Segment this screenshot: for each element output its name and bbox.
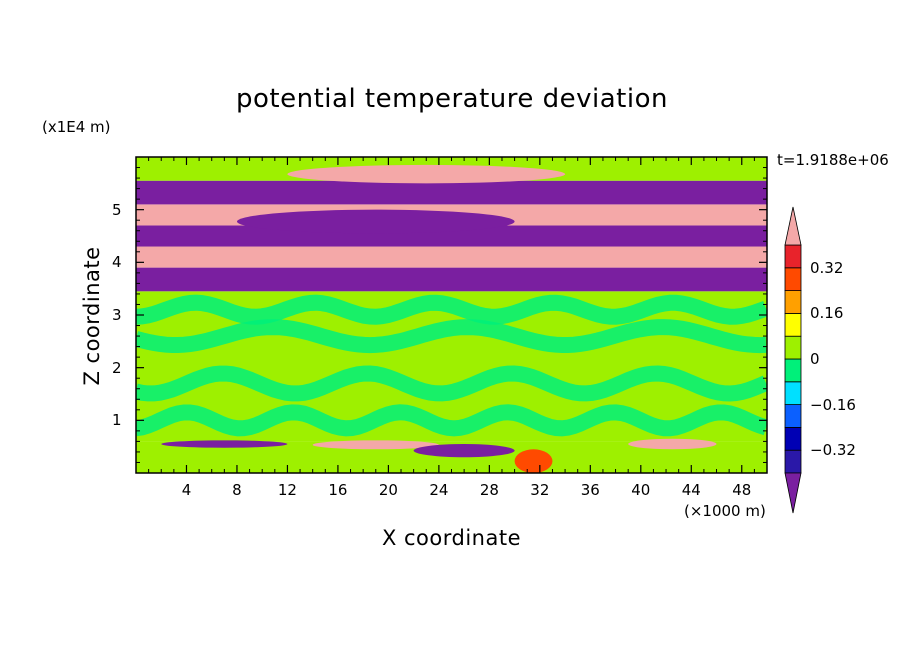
colorbar-segment xyxy=(784,335,802,360)
colorbar-label: −0.32 xyxy=(810,441,856,460)
x-tick-label: 28 xyxy=(479,481,499,499)
colorbar-segment xyxy=(784,381,802,405)
colorbar-label: 0.16 xyxy=(810,304,844,323)
colorbar-segment xyxy=(784,358,802,383)
field-feature-4 xyxy=(628,438,717,450)
field-texture-2 xyxy=(136,319,767,354)
y-tick-label: 4 xyxy=(112,253,122,272)
field-band-2 xyxy=(136,267,767,292)
field-band-6 xyxy=(136,180,767,205)
x-axis-unit: (×1000 m) xyxy=(684,502,766,520)
field-band-3 xyxy=(136,246,767,268)
field-feature-2 xyxy=(413,444,515,458)
colorbar-segment xyxy=(784,426,802,451)
colorbar-label: −0.16 xyxy=(810,395,856,414)
x-tick-label: 36 xyxy=(580,481,600,499)
field-texture-0 xyxy=(136,404,767,437)
x-tick-label: 48 xyxy=(732,481,752,499)
y-tick-label: 5 xyxy=(112,200,122,219)
time-label: t=1.9188e+06 xyxy=(777,151,889,169)
field-feature-5 xyxy=(287,164,566,184)
colorbar-top-arrow xyxy=(784,206,802,246)
x-tick-label: 20 xyxy=(378,481,398,499)
field-feature-1 xyxy=(312,440,439,450)
x-tick-label: 40 xyxy=(631,481,651,499)
colorbar-segment xyxy=(784,404,802,428)
colorbar-label: 0.32 xyxy=(810,258,844,277)
x-tick-label: 16 xyxy=(328,481,348,499)
field-texture-3 xyxy=(136,294,767,325)
x-tick-label: 4 xyxy=(181,481,192,499)
field-feature-6 xyxy=(236,209,515,234)
x-tick-label: 32 xyxy=(530,481,550,499)
chart-title: potential temperature deviation xyxy=(236,84,668,114)
y-axis-label: Z coordinate xyxy=(80,246,104,386)
x-tick-label: 44 xyxy=(681,481,701,499)
x-tick-label: 24 xyxy=(429,481,449,499)
colorbar-segment xyxy=(784,449,802,474)
colorbar-segment xyxy=(784,290,802,314)
colorbar-label: 0 xyxy=(810,350,820,368)
y-tick-label: 3 xyxy=(112,306,122,324)
field-feature-3 xyxy=(514,449,553,473)
colorbar-segment xyxy=(784,267,802,291)
x-tick-label: 12 xyxy=(277,481,297,499)
x-axis-label: X coordinate xyxy=(381,526,522,550)
x-tick-label: 8 xyxy=(232,481,242,499)
field-texture-1 xyxy=(136,365,767,402)
y-tick-label: 1 xyxy=(112,411,122,430)
y-axis-unit: (x1E4 m) xyxy=(42,118,111,136)
colorbar-bottom-arrow xyxy=(784,472,802,514)
y-tick-label: 2 xyxy=(112,358,122,377)
field-feature-0 xyxy=(161,440,288,448)
colorbar-segment xyxy=(784,244,802,269)
heatmap-field xyxy=(136,157,767,473)
colorbar-segment xyxy=(784,312,802,337)
